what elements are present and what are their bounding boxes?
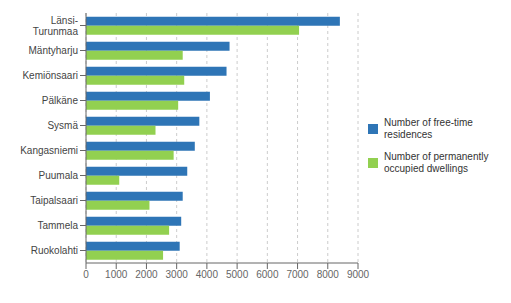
svg-text:0: 0 (83, 269, 89, 280)
svg-text:5000: 5000 (226, 269, 249, 280)
svg-text:7000: 7000 (286, 269, 309, 280)
svg-text:3000: 3000 (166, 269, 189, 280)
svg-text:Puumala: Puumala (39, 170, 79, 181)
html-text:Number of free-time residences: Number of free-time residences (384, 116, 473, 140)
svg-text:4000: 4000 (196, 269, 219, 280)
svg-text:Mäntyharju: Mäntyharju (29, 45, 78, 56)
svg-text:Länsi-Turunmaa: Länsi-Turunmaa (33, 15, 79, 37)
svg-text:Pälkäne: Pälkäne (42, 95, 79, 106)
svg-text:Taipalsaari: Taipalsaari (30, 195, 78, 206)
svg-text:Kangasniemi: Kangasniemi (20, 145, 78, 156)
svg-text:2000: 2000 (135, 269, 158, 280)
svg-text:Sysmä: Sysmä (47, 120, 78, 131)
svg-text:Ruokolahti: Ruokolahti (31, 245, 78, 256)
svg-text:8000: 8000 (317, 269, 340, 280)
svg-text:1000: 1000 (105, 269, 128, 280)
html-text:Number of permanently occupied: Number of permanently occupied dwellings (384, 150, 489, 174)
svg-text:9000: 9000 (347, 269, 370, 280)
svg-text:Tammela: Tammela (37, 220, 78, 231)
svg-text:6000: 6000 (256, 269, 279, 280)
svg-text:Kemiönsaari: Kemiönsaari (22, 70, 78, 81)
